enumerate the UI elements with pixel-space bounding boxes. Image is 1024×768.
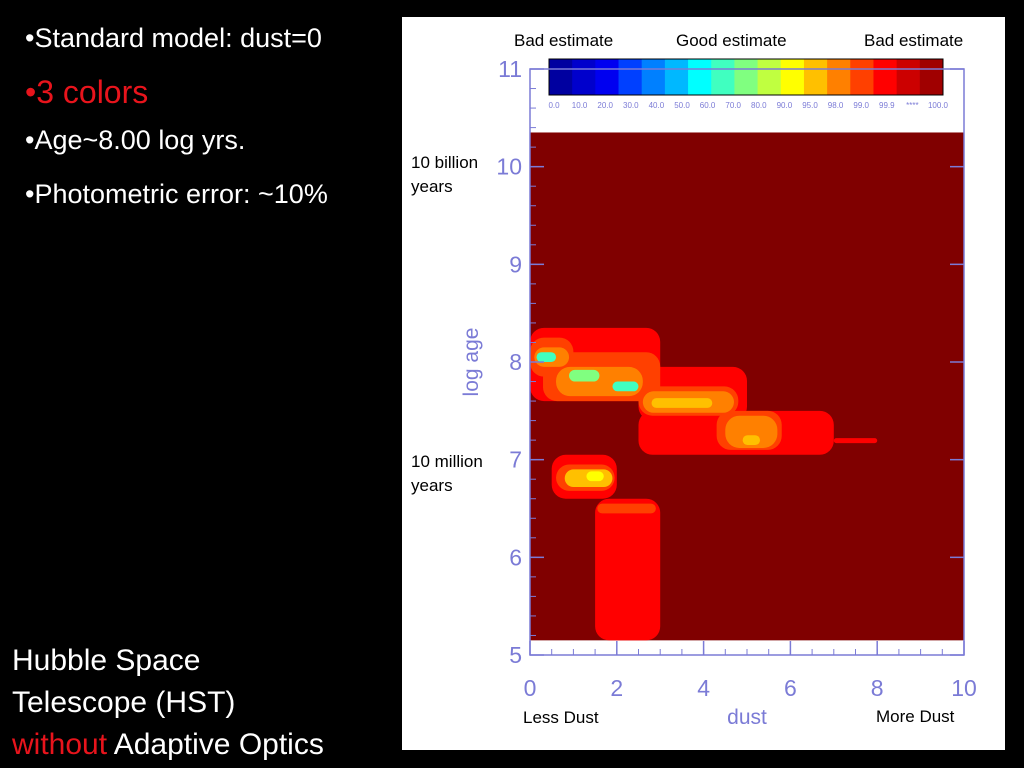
less-dust-label: Less Dust (523, 708, 599, 727)
caption-without: without (12, 728, 108, 761)
colorbar-label-15: 100.0 (928, 101, 949, 110)
ten-million-years-label: 10 million years (411, 450, 483, 498)
x-axis-title: dust (727, 706, 767, 729)
bullet-list: •Standard model: dust=0 •3 colors •Age~8… (25, 22, 328, 232)
colorbar-label-5: 50.0 (674, 101, 690, 110)
heat-region-9 (833, 438, 878, 444)
y-tick-label-11: 11 (498, 56, 522, 82)
heat-region-5 (586, 471, 604, 482)
x-tick-label-8: 8 (871, 675, 884, 701)
heat-region-1 (597, 503, 656, 514)
colorbar-cell-10 (780, 59, 805, 95)
colorbar-label-10: 95.0 (802, 101, 818, 110)
good-estimate-label: Good estimate (676, 31, 787, 50)
ten-billion-years-line: years (411, 177, 453, 196)
colorbar-cell-7 (711, 59, 735, 95)
x-tick-label-2: 2 (610, 675, 623, 701)
colorbar-cell-6 (688, 59, 712, 95)
colorbar-cell-12 (827, 59, 851, 95)
caption-adaptive-optics: Adaptive Optics (107, 728, 324, 761)
bullet-colors: •3 colors (25, 74, 149, 110)
heat-region-0 (595, 498, 661, 641)
heat-region-18 (536, 352, 557, 362)
colorbar-cell-11 (803, 59, 828, 95)
x-tick-label-0: 0 (524, 675, 537, 701)
ten-billion-line: 10 billion (411, 153, 479, 172)
bad-estimate-right-label: Bad estimate (864, 31, 964, 50)
figure-panel: 0.0 10.0 20.0 30.0 40.0 50.0 60.0 70.0 80.0 90.0 9… (402, 17, 1005, 750)
y-tick-label-10: 10 (496, 154, 522, 180)
colorbar-cell-15 (896, 59, 921, 95)
ten-billion-years-label: 10 billion years (411, 151, 478, 199)
heat-region-17 (725, 415, 778, 448)
colorbar-cell-0 (549, 59, 573, 95)
colorbar-label-13: 99.9 (879, 101, 895, 110)
colorbar-cell-8 (734, 59, 759, 95)
colorbar-label-12: 99.0 (853, 101, 869, 110)
y-tick-label-5: 5 (509, 642, 522, 668)
x-tick-label-10: 10 (951, 675, 977, 701)
colorbar-cell-4 (641, 59, 666, 95)
heat-region-20 (612, 381, 639, 392)
colorbar-label-14: **** (906, 101, 918, 110)
colorbar-label-4: 40.0 (649, 101, 665, 110)
colorbar-label-0: 0.0 (548, 101, 560, 110)
y-axis-title: log age (460, 328, 483, 397)
bullet-standard-model: •Standard model: dust=0 (25, 23, 322, 53)
colorbar-label-1: 10.0 (572, 101, 588, 110)
colorbar-cell-2 (595, 59, 620, 95)
colorbar-cell-14 (873, 59, 898, 95)
y-tick-label-9: 9 (509, 251, 522, 277)
colorbar-cell-16 (919, 59, 944, 95)
colorbar-label-11: 98.0 (828, 101, 844, 110)
colorbar-cell-5 (664, 59, 689, 95)
colorbar-label-6: 60.0 (700, 101, 716, 110)
colorbar-label-2: 20.0 (597, 101, 613, 110)
y-tick-label-6: 6 (509, 544, 522, 570)
colorbar-label-8: 80.0 (751, 101, 767, 110)
ten-million-years-line: years (411, 476, 453, 495)
bullet-photometric-error: •Photometric error: ~10% (25, 179, 328, 209)
y-tick-label-8: 8 (509, 349, 522, 375)
more-dust-label: More Dust (876, 707, 955, 726)
caption-line-2: Telescope (HST) (12, 686, 236, 719)
colorbar-label-3: 30.0 (623, 101, 639, 110)
colorbar-frame (548, 58, 944, 96)
y-tick-label-7: 7 (509, 447, 522, 473)
heat-region-22 (742, 435, 761, 446)
caption-line-3: without Adaptive Optics (12, 724, 324, 766)
slide-caption: Hubble Space Telescope (HST) without Ada… (12, 640, 324, 766)
bullet-age: •Age~8.00 log yrs. (25, 125, 246, 155)
age-dust-heatmap: 0.0 10.0 20.0 30.0 40.0 50.0 60.0 70.0 80.0 90.0 9… (460, 56, 977, 729)
colorbar-cell-3 (618, 59, 643, 95)
colorbar-label-9: 90.0 (777, 101, 793, 110)
colorbar-cell-13 (850, 59, 874, 95)
x-tick-label-6: 6 (784, 675, 797, 701)
ten-million-line: 10 million (411, 452, 483, 471)
x-tick-label-4: 4 (697, 675, 710, 701)
colorbar-cell-1 (572, 59, 596, 95)
heat-region-21 (651, 398, 713, 408)
colorbar-label-7: 70.0 (725, 101, 741, 110)
caption-line-1: Hubble Space (12, 644, 201, 677)
heat-region-19 (569, 369, 600, 382)
colorbar-cell-9 (757, 59, 782, 95)
bad-estimate-left-label: Bad estimate (514, 31, 614, 50)
